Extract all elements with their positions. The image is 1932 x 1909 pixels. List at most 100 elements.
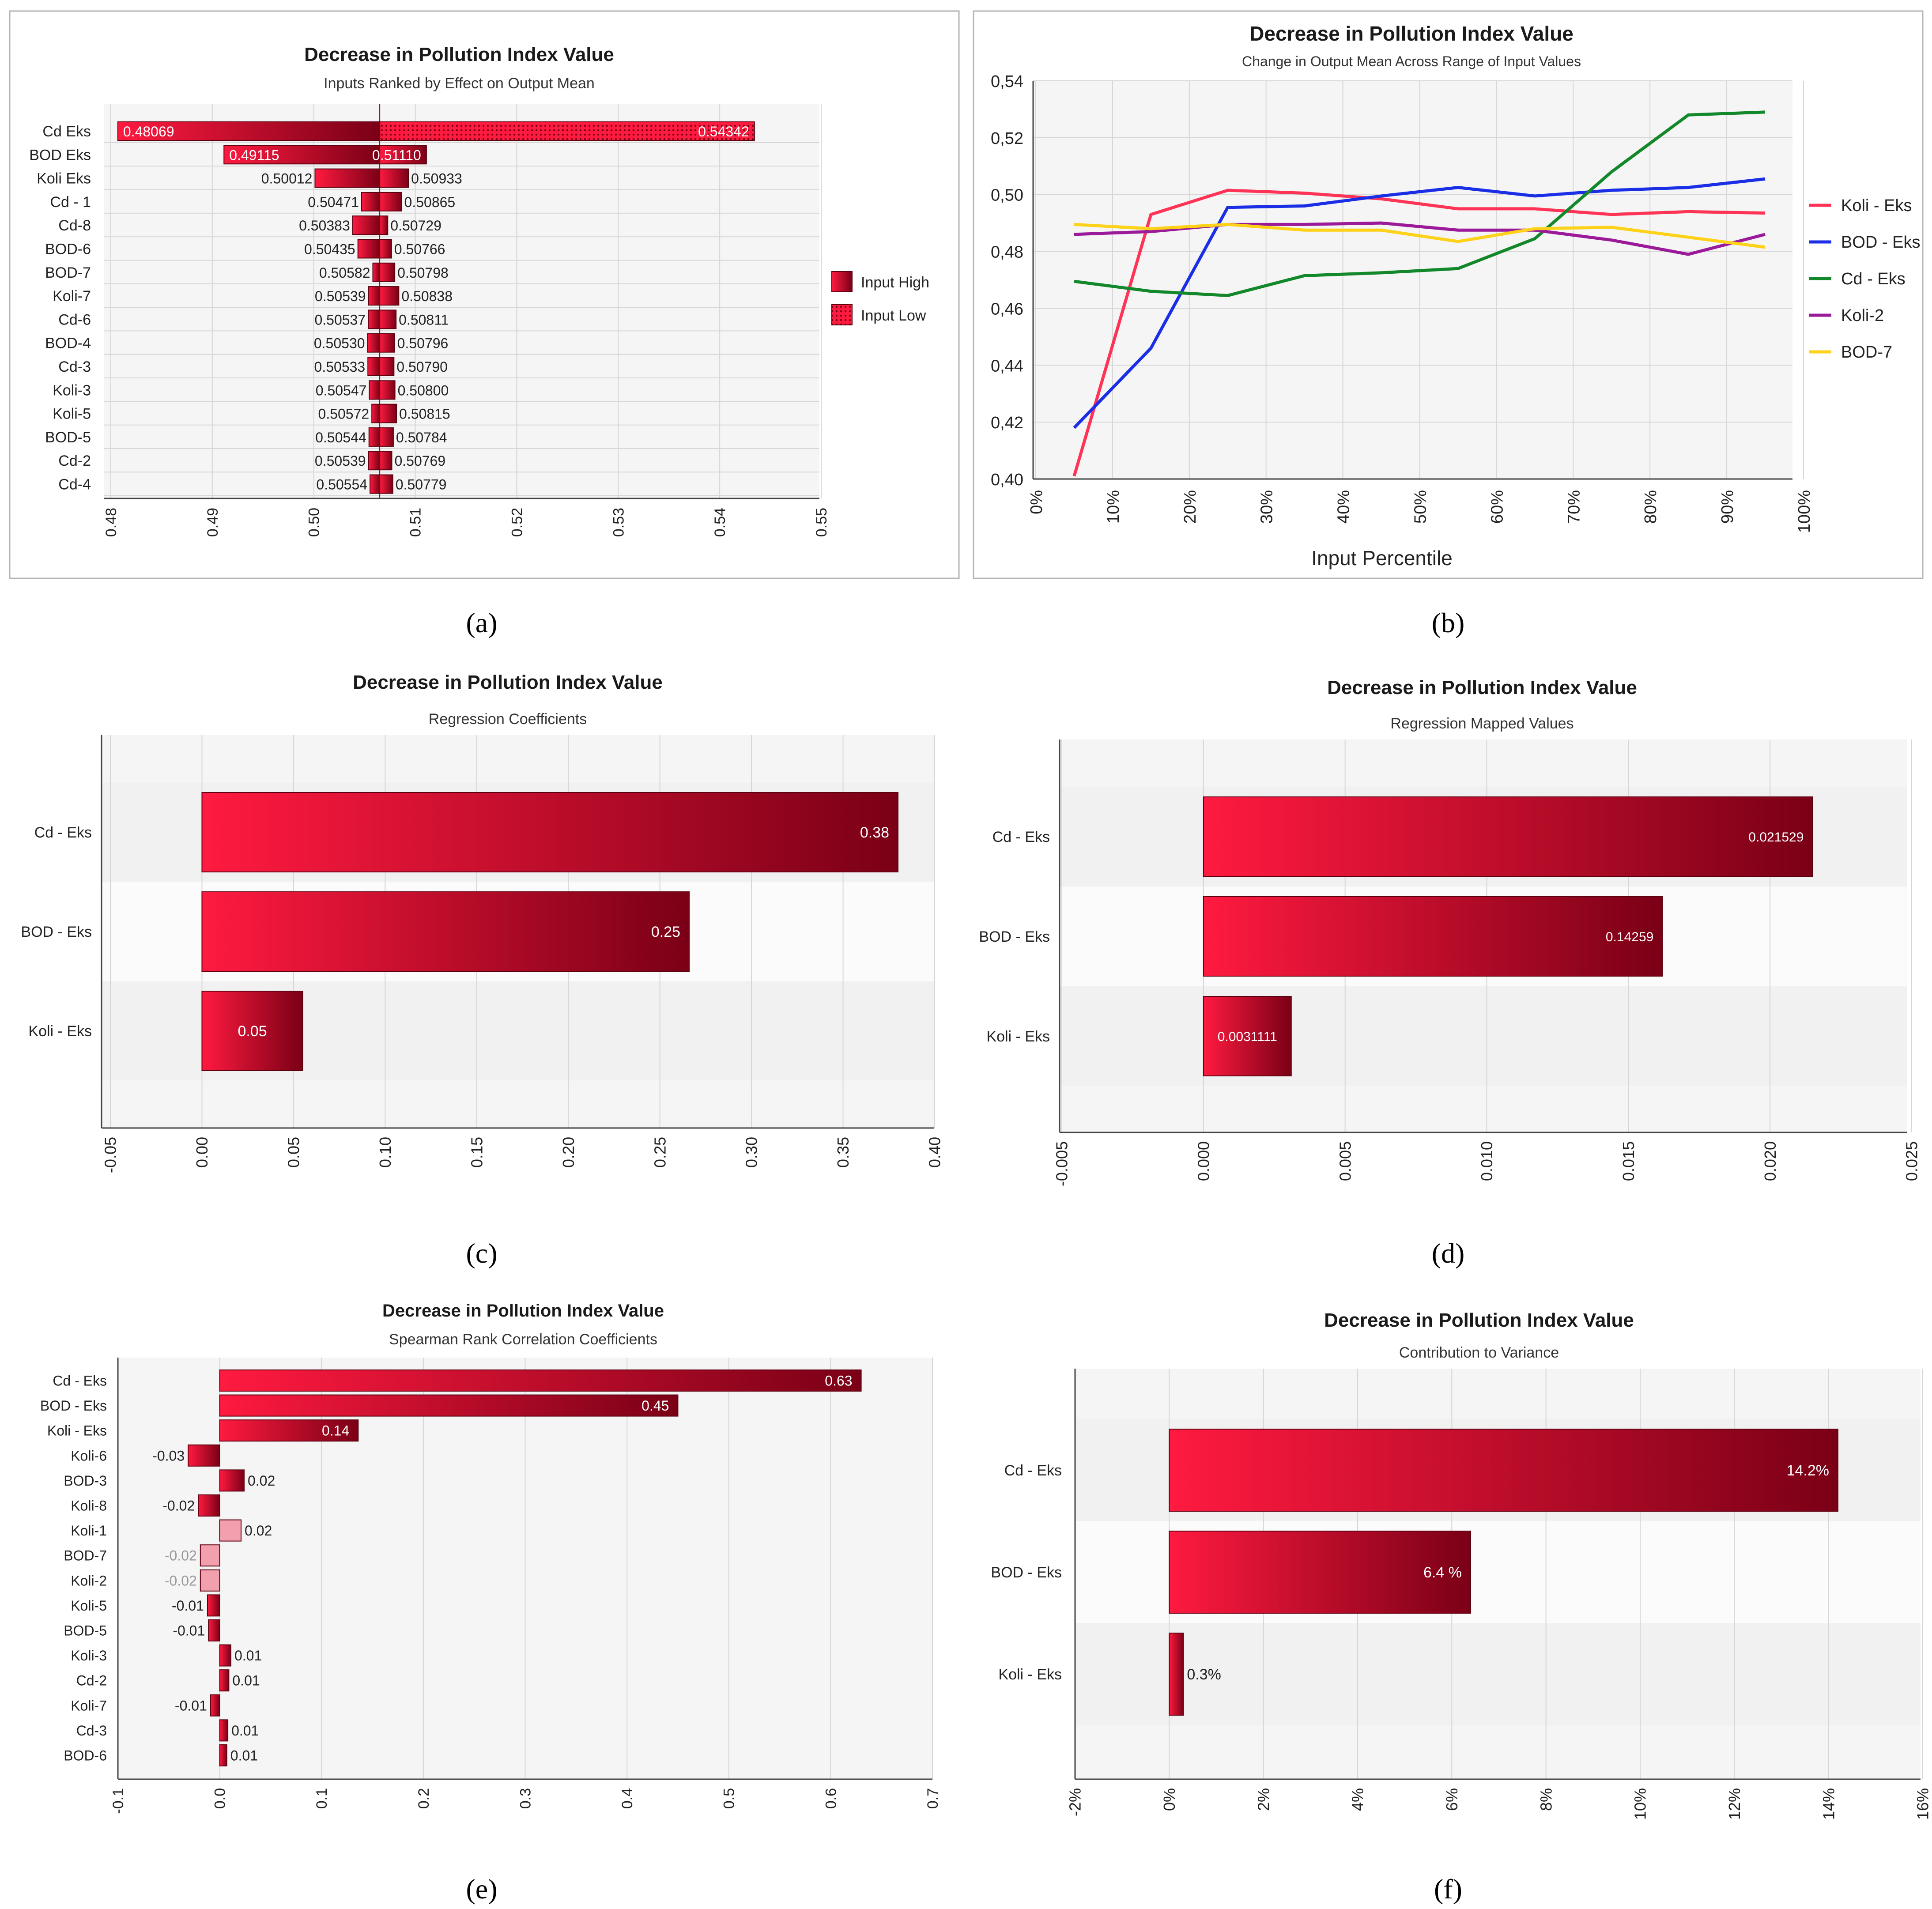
- panel-e-value-label: -0.01: [172, 1598, 204, 1614]
- panel-a-category-label: Cd Eks: [42, 123, 91, 140]
- panel-c-x-tick-label: 0.30: [743, 1137, 761, 1168]
- panel-a-high-value-label: 0.50933: [411, 171, 462, 187]
- panel-f-category-label: Koli - Eks: [998, 1666, 1062, 1683]
- panel-b-x-tick-label: 80%: [1641, 490, 1660, 524]
- panel-f-value-label: 0.3%: [1187, 1666, 1221, 1683]
- panel-a-category-label: Cd-4: [58, 476, 91, 493]
- panel-a-x-tick-label: 0.55: [813, 508, 830, 537]
- panel-a-legend: Input High Input Low: [831, 271, 929, 325]
- panel-a-high-value-label: 0.50779: [396, 477, 447, 493]
- caption-d: (d): [1432, 1237, 1465, 1269]
- panel-b-x-axis-label: Input Percentile: [1311, 547, 1453, 570]
- panel-a-bar-low-cd-eks: [117, 121, 381, 141]
- panel-a-subtitle: Inputs Ranked by Effect on Output Mean: [324, 75, 595, 92]
- panel-a-bar-low-koli-5: [371, 404, 381, 423]
- panel-a-bar-high-bod-7: [379, 262, 396, 282]
- panel-e-category-label: BOD - Eks: [40, 1398, 107, 1414]
- panel-b-line-bod-7: [1074, 223, 1766, 249]
- panel-d-x-tick-label: 0.000: [1194, 1141, 1212, 1181]
- panel-c-value-label: 0.25: [651, 924, 680, 940]
- panel-e-category-label: Koli-6: [71, 1448, 107, 1464]
- panel-b-line-cd-eks: [1074, 110, 1766, 297]
- panel-e-bar-bod-eks: [219, 1394, 679, 1417]
- panel-a-low-value-label: 0.49115: [229, 147, 279, 163]
- panel-e-category-label: Koli-3: [71, 1648, 107, 1664]
- panel-a-low-value-label: 0.48069: [123, 124, 174, 140]
- panel-a-low-value-label: 0.50530: [314, 336, 365, 351]
- panel-e-category-label: BOD-6: [64, 1748, 107, 1764]
- panel-c-x-tick-label: 0.40: [926, 1137, 944, 1168]
- panel-e-category-label: BOD-5: [64, 1623, 107, 1639]
- legend-label-input-low: Input Low: [861, 307, 926, 324]
- panel-d-bar-chart: Decrease in Pollution Index Value Regres…: [979, 677, 1921, 1186]
- panel-e-x-tick-label: 0.3: [517, 1788, 534, 1809]
- panel-b-legend-label-bod-eks: BOD - Eks: [1841, 233, 1920, 252]
- panel-e-value-label: -0.02: [165, 1573, 197, 1588]
- caption-e: (e): [466, 1873, 497, 1905]
- panel-a-title: Decrease in Pollution Index Value: [304, 44, 614, 65]
- panel-e-category-label: Koli-8: [71, 1498, 107, 1514]
- panel-e-value-label: 0.01: [234, 1648, 262, 1664]
- caption-c: (c): [466, 1237, 497, 1269]
- panel-a-category-label: BOD-7: [45, 264, 91, 281]
- panel-a-x-tick-label: 0.50: [306, 508, 323, 537]
- panel-a-category-label: Cd-3: [58, 358, 91, 375]
- panel-a-high-value-label: 0.50838: [401, 288, 453, 304]
- caption-b: (b): [1432, 607, 1465, 638]
- panel-d-value-label: 0.14259: [1606, 930, 1653, 944]
- panel-a-category-label: BOD-4: [45, 335, 91, 352]
- panel-e-category-label: Koli-7: [71, 1698, 107, 1713]
- panel-e-bar-koli-2: [200, 1569, 220, 1592]
- panel-a-bar-low-koli-eks: [314, 168, 381, 188]
- panel-b-title: Decrease in Pollution Index Value: [1249, 22, 1574, 45]
- panel-a-x-tick-label: 0.51: [408, 508, 424, 537]
- legend-label-input-high: Input High: [861, 274, 929, 291]
- panel-a-bar-low-bod-7: [372, 262, 381, 282]
- panel-a-bar-low-koli-3: [369, 380, 381, 400]
- panel-a-category-label: BOD Eks: [29, 147, 91, 163]
- panel-c-category-label: BOD - Eks: [21, 924, 92, 940]
- panel-a-bar-high-cd-3: [379, 357, 395, 376]
- panel-b-x-tick-label: 70%: [1565, 490, 1583, 524]
- panel-e-category-label: Koli - Eks: [47, 1423, 107, 1439]
- panel-e-category-label: BOD-3: [64, 1473, 107, 1489]
- panel-a-bar-low-cd-6: [368, 309, 381, 329]
- panel-a-bar-high-koli-eks: [379, 168, 409, 188]
- panel-a-category-label: Koli-3: [53, 382, 91, 399]
- panel-f-bar-chart: Decrease in Pollution Index Value Contri…: [991, 1309, 1932, 1820]
- panel-a-category-label: BOD-6: [45, 241, 91, 258]
- panel-d-bar-cd-eks: [1203, 796, 1813, 877]
- panel-e-bar-koli-7: [210, 1694, 220, 1717]
- panel-e-value-label: -0.02: [162, 1498, 195, 1514]
- panel-e-x-tick-label: 0.6: [823, 1788, 839, 1809]
- panel-a-low-value-label: 0.50012: [261, 171, 313, 187]
- panel-d-x-tick-label: 0.010: [1478, 1141, 1496, 1181]
- panel-a-bar-high-cd-8: [379, 215, 389, 235]
- panel-e-value-label: -0.03: [152, 1448, 185, 1464]
- panel-f-title: Decrease in Pollution Index Value: [1324, 1309, 1634, 1331]
- panel-a-bar-low-bod-6: [357, 239, 381, 259]
- panel-a-high-value-label: 0.50769: [394, 453, 445, 469]
- panel-b-y-tick-label: 0,44: [991, 357, 1023, 375]
- panel-f-category-label: Cd - Eks: [1004, 1462, 1062, 1479]
- panel-e-x-tick-label: 0.5: [721, 1788, 738, 1809]
- panel-b-legend-label-bod-7: BOD-7: [1841, 343, 1892, 362]
- panel-a-x-tick-label: 0.52: [509, 508, 525, 537]
- panel-e-bar-koli-8: [198, 1494, 220, 1517]
- panel-e-title: Decrease in Pollution Index Value: [382, 1301, 664, 1320]
- panel-a-low-value-label: 0.50435: [304, 241, 355, 257]
- panel-f-x-tick-label: 0%: [1160, 1788, 1178, 1811]
- panel-a-low-value-label: 0.50554: [316, 477, 367, 493]
- panel-a-category-label: Cd-8: [58, 217, 91, 234]
- panel-a-high-value-label: 0.50800: [398, 382, 449, 398]
- panel-e-bar-koli-5: [207, 1594, 220, 1617]
- panel-e-bar-cd-2: [219, 1669, 230, 1692]
- panel-e-x-tick-label: 0.2: [415, 1788, 432, 1809]
- panel-c-x-tick-label: -0.05: [102, 1137, 120, 1173]
- panel-a-category-label: Cd-2: [58, 453, 91, 469]
- legend-swatch-input-high: [831, 271, 853, 292]
- panel-c-x-tick-label: 0.10: [376, 1137, 394, 1168]
- panel-a-low-value-label: 0.50533: [314, 359, 366, 375]
- panel-a-x-tick-label: 0.53: [610, 508, 627, 537]
- panel-a-x-tick-label: 0.49: [204, 508, 221, 537]
